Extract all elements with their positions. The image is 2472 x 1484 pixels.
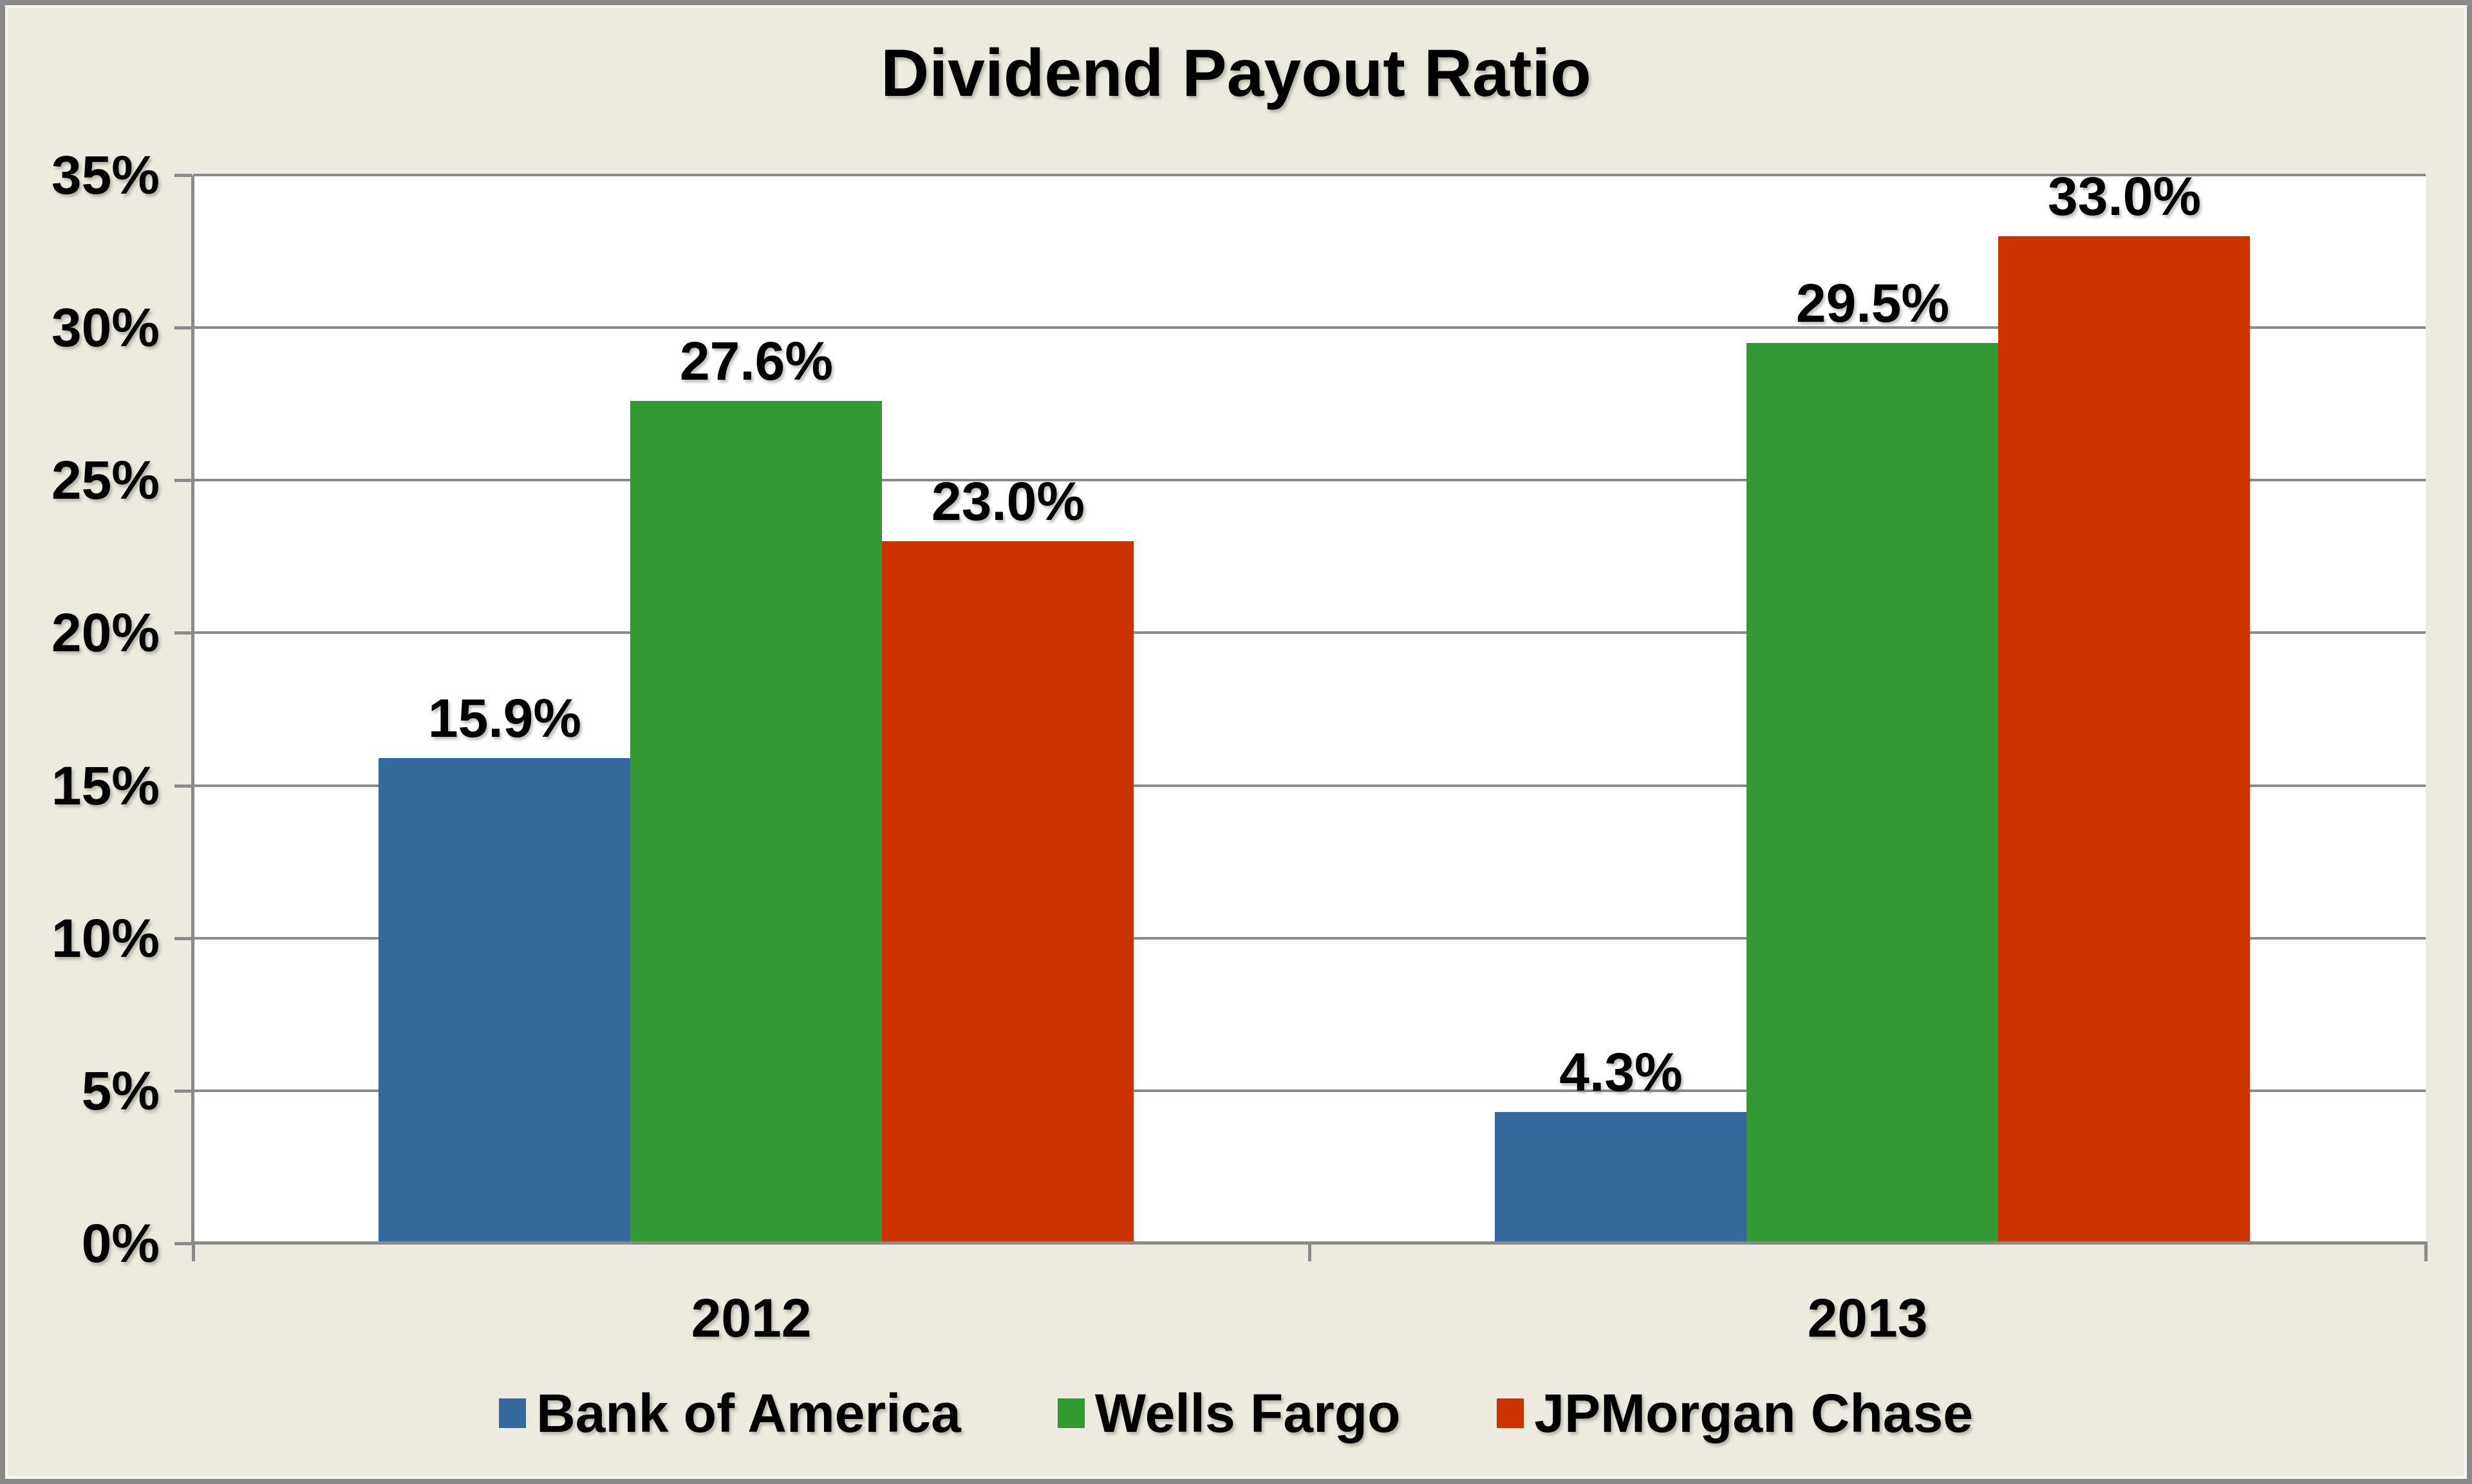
y-axis-line: [191, 175, 194, 1243]
legend-swatch: [499, 1398, 527, 1428]
legend: Bank of America Wells Fargo JPMorgan Chase: [0, 1381, 2472, 1445]
plot-area: 15.9% 27.6% 23.0% 4.3% 29.5% 33.0%: [191, 166, 2428, 1261]
legend-item-jpmorgan-chase: JPMorgan Chase: [1497, 1381, 1973, 1445]
value-label: 4.3%: [1559, 1042, 1683, 1102]
value-label: 23.0%: [931, 471, 1085, 532]
legend-label: Bank of America: [536, 1383, 961, 1443]
y-tick: [174, 784, 192, 788]
y-tick-label: 35%: [51, 145, 160, 205]
gridline: [193, 784, 2426, 787]
gridline: [193, 326, 2426, 329]
y-tick-label: 15%: [51, 756, 160, 816]
y-tick: [174, 631, 192, 635]
bar-2012-bank-of-america: [379, 758, 630, 1243]
value-label: 15.9%: [427, 688, 582, 748]
y-tick-label: 0%: [81, 1213, 160, 1274]
legend-item-wells-fargo: Wells Fargo: [1057, 1381, 1401, 1445]
x-tick: [192, 1242, 195, 1261]
gridline: [193, 937, 2426, 940]
x-category-label: 2012: [691, 1288, 812, 1348]
y-tick: [174, 1242, 192, 1245]
bar-2013-wells-fargo: [1746, 343, 1998, 1243]
y-tick-label: 10%: [51, 908, 160, 969]
bar-2013-jpmorgan-chase: [1998, 236, 2250, 1243]
gridline: [193, 1090, 2426, 1092]
bar-2012-jpmorgan-chase: [882, 541, 1134, 1243]
legend-label: JPMorgan Chase: [1534, 1383, 1973, 1443]
legend-label: Wells Fargo: [1094, 1383, 1401, 1443]
y-tick: [174, 174, 192, 177]
x-category-label: 2013: [1807, 1288, 1928, 1348]
chart-title: Dividend Payout Ratio: [881, 36, 1591, 111]
y-tick: [174, 1090, 192, 1093]
gridline: [193, 631, 2426, 634]
x-tick: [1308, 1242, 1311, 1261]
value-label: 27.6%: [679, 331, 834, 391]
legend-swatch: [1497, 1398, 1524, 1428]
value-label: 29.5%: [1795, 273, 1950, 333]
y-tick: [174, 937, 192, 940]
y-tick: [174, 326, 192, 329]
value-label: 33.0%: [2047, 166, 2202, 227]
y-tick-label: 25%: [51, 450, 160, 510]
y-tick-label: 5%: [81, 1061, 160, 1121]
y-tick: [174, 479, 192, 482]
legend-swatch: [1057, 1398, 1085, 1428]
x-tick: [2424, 1242, 2428, 1261]
gridline: [193, 479, 2426, 481]
legend-item-bank-of-america: Bank of America: [499, 1381, 961, 1445]
y-tick-label: 30%: [51, 297, 160, 358]
y-tick-label: 20%: [51, 602, 160, 663]
bar-2012-wells-fargo: [630, 401, 882, 1243]
bar-2013-bank-of-america: [1495, 1112, 1746, 1243]
gridline: [193, 174, 2426, 176]
